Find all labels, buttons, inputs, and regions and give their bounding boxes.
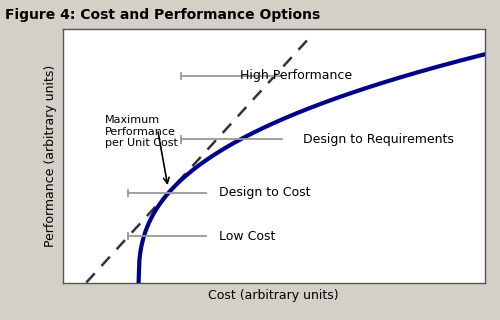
- Text: Design to Cost: Design to Cost: [219, 186, 310, 199]
- Text: Maximum
Performance
per Unit Cost: Maximum Performance per Unit Cost: [105, 115, 178, 148]
- Text: Figure 4: Cost and Performance Options: Figure 4: Cost and Performance Options: [5, 8, 320, 22]
- Text: Low Cost: Low Cost: [219, 230, 275, 243]
- X-axis label: Cost (arbitrary units): Cost (arbitrary units): [208, 289, 339, 302]
- Text: Design to Requirements: Design to Requirements: [304, 133, 454, 146]
- Text: High Performance: High Performance: [240, 69, 352, 82]
- Y-axis label: Performance (arbitrary units): Performance (arbitrary units): [44, 65, 57, 247]
